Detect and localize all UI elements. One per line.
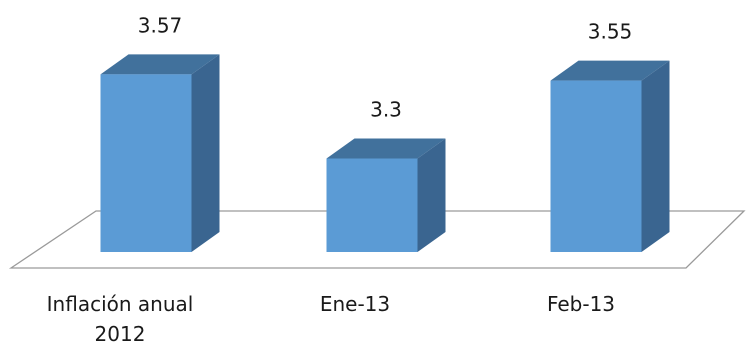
bar	[326, 138, 446, 252]
bar-top-face	[100, 54, 220, 75]
bar-top-face	[326, 138, 446, 159]
bar-side-face	[641, 60, 670, 253]
bar-side-face	[417, 138, 446, 252]
data-label: 3.3	[370, 98, 402, 122]
category-label-line: Ene-13	[320, 292, 390, 316]
data-label: 3.55	[588, 20, 633, 44]
bar-side-face	[191, 54, 220, 252]
floor-plane	[8, 210, 746, 269]
bar	[100, 54, 220, 252]
category-label: Feb-13	[547, 292, 615, 316]
bar-front-face	[100, 74, 192, 252]
category-label-line: Feb-13	[547, 292, 615, 316]
category-label-line: Inflación anual	[47, 292, 194, 316]
bar-top-face	[550, 60, 670, 81]
category-label: Inflación anual 2012	[47, 292, 194, 346]
data-label: 3.57	[138, 13, 183, 37]
bar	[550, 60, 670, 253]
bar-front-face	[326, 158, 418, 252]
category-label: Ene-13	[320, 292, 390, 316]
bar-front-face	[550, 80, 642, 252]
category-label-line: 2012	[95, 322, 146, 346]
